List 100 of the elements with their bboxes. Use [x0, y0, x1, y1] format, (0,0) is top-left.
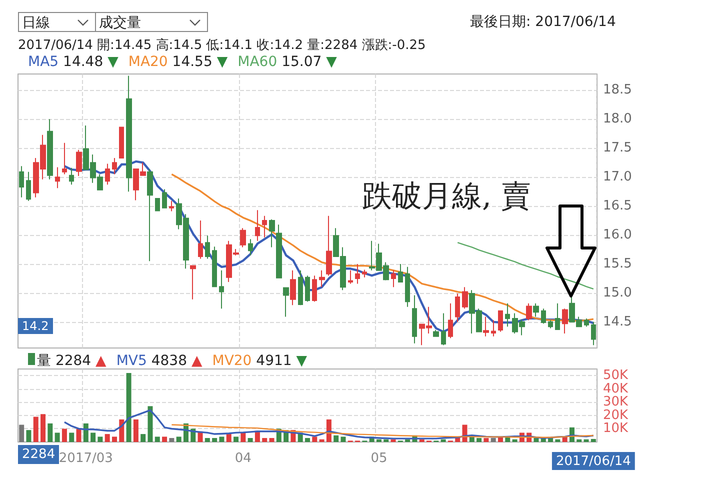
text: 4838 ▲	[151, 353, 202, 369]
y-tick-label: 40K	[603, 381, 629, 396]
candlestick	[119, 126, 124, 158]
candlestick	[190, 265, 196, 300]
candlestick	[147, 168, 153, 262]
candlestick	[412, 294, 417, 344]
candlestick	[584, 318, 589, 328]
bar	[590, 438, 596, 442]
candlestick	[405, 266, 410, 308]
x-tick-label: 2017/03	[58, 451, 113, 466]
y-tick-label: 17.0	[603, 170, 632, 185]
candlestick	[548, 320, 553, 329]
text: 2017/06/14 開:14.45 高:14.5 低:14.1 收:14.2 量:2284 漲跌:-0.25	[18, 37, 426, 54]
candlestick	[305, 275, 310, 302]
bar	[484, 438, 489, 442]
line-series	[63, 160, 595, 333]
bar	[405, 439, 410, 442]
text: MA60	[238, 54, 278, 70]
candlestick	[76, 149, 82, 176]
candlestick	[240, 228, 246, 248]
candlestick	[398, 264, 403, 282]
candlestick	[276, 224, 282, 278]
bar	[140, 434, 146, 442]
bar	[54, 432, 60, 442]
candlestick	[105, 163, 110, 186]
bar	[169, 438, 174, 442]
candlestick	[55, 166, 60, 189]
y-tick-label: 15.0	[603, 285, 632, 300]
bar	[584, 439, 589, 442]
candlestick	[319, 270, 325, 288]
bar	[212, 438, 218, 442]
candlestick	[283, 287, 289, 318]
bar	[262, 438, 268, 442]
candlestick	[219, 270, 224, 310]
text: MA5	[28, 54, 59, 70]
candlestick	[262, 215, 267, 238]
candlestick	[455, 293, 460, 322]
bar	[240, 432, 246, 442]
candlestick	[526, 302, 532, 321]
y-tick-label: 18.5	[603, 82, 632, 98]
y-tick-label: 50K	[603, 368, 629, 384]
x-tick-label: 05	[370, 451, 388, 466]
candlestick	[112, 157, 117, 175]
bar	[234, 436, 239, 442]
bar	[312, 436, 318, 442]
x-tick-label: 04	[234, 451, 252, 466]
bar	[534, 438, 539, 442]
text: 15.07 ▼	[282, 54, 337, 70]
text: 2284	[18, 445, 60, 464]
candlestick	[326, 215, 332, 276]
candlestick	[505, 302, 510, 328]
bar	[319, 439, 324, 442]
bar	[104, 434, 110, 442]
candlestick	[348, 270, 353, 284]
line-series	[64, 409, 594, 440]
bar	[26, 430, 32, 442]
candlestick	[498, 310, 503, 332]
text: 4911 ▼	[256, 353, 308, 369]
candlestick	[169, 200, 174, 212]
candlestick	[391, 270, 396, 288]
candlestick	[441, 312, 446, 346]
bar	[476, 438, 482, 442]
x-tick-label: 2017/06/14	[556, 454, 631, 469]
y-tick-label: 10K	[603, 421, 629, 436]
bar	[90, 432, 96, 442]
bar	[555, 439, 560, 442]
candlestick	[562, 308, 568, 334]
bar	[48, 423, 53, 442]
bar	[19, 424, 24, 442]
candlestick	[269, 218, 275, 248]
bar	[112, 436, 117, 442]
bar	[98, 436, 103, 442]
y-tick-label: 17.5	[603, 140, 632, 156]
candlestick	[126, 75, 132, 192]
text: 最後日期: 2017/06/14	[470, 13, 616, 31]
candlestick	[248, 238, 253, 256]
line-series	[171, 424, 594, 438]
bar	[76, 428, 82, 442]
candlestick	[483, 316, 489, 337]
candlestick	[312, 275, 317, 302]
candlestick	[19, 166, 24, 198]
bar	[254, 431, 260, 442]
candlestick	[198, 220, 203, 260]
candlestick	[205, 235, 210, 260]
bar	[269, 438, 274, 442]
text: 14.55 ▼	[172, 54, 228, 70]
text: 14.48 ▼	[63, 54, 118, 70]
candlestick	[462, 286, 468, 310]
bar	[305, 438, 310, 442]
bar	[40, 414, 46, 442]
candlestick	[591, 321, 596, 346]
bar	[390, 439, 396, 442]
y-tick-label: 16.5	[603, 198, 632, 214]
y-tick-label: 30K	[603, 394, 629, 410]
annotation: 跌破月線, 賣	[362, 178, 532, 216]
annotation: 14.2	[18, 318, 53, 334]
candlestick	[433, 330, 439, 337]
y-tick-label: 14.5	[603, 314, 632, 330]
bar	[69, 432, 74, 442]
bar	[419, 439, 424, 442]
